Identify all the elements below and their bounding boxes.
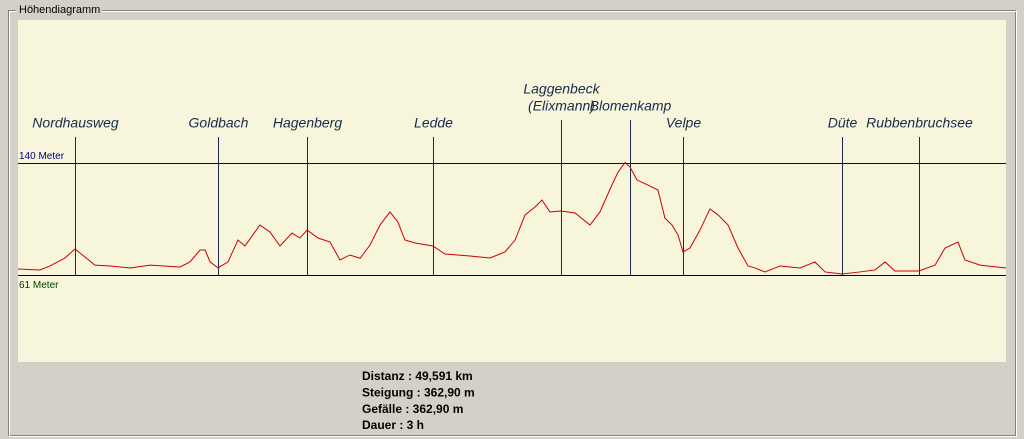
marker-label: Blomenkamp — [590, 98, 672, 114]
marker-label: Ledde — [414, 115, 453, 131]
marker-label: Velpe — [666, 115, 702, 131]
marker-label: Laggenbeck — [523, 81, 600, 97]
marker-label: Rubbenbruchsee — [866, 115, 973, 131]
marker-label: Nordhausweg — [32, 115, 119, 131]
reference-label: 140 Meter — [19, 151, 65, 162]
elevation-line — [17, 161, 1007, 275]
summary-line: Steigung : 362,90 m — [362, 385, 475, 399]
summary-line: Dauer : 3 h — [362, 418, 424, 432]
marker-label: Düte — [828, 115, 858, 131]
summary-line: Gefälle : 362,90 m — [362, 402, 463, 416]
group-box-shadow — [9, 11, 1017, 437]
summary-line: Distanz : 49,591 km — [362, 369, 473, 383]
marker-label: (Elixmann) — [528, 98, 595, 114]
plot-area — [18, 20, 1006, 362]
marker-label: Goldbach — [189, 115, 249, 131]
reference-label: 61 Meter — [19, 280, 59, 291]
title-background — [16, 3, 102, 17]
group-title: Höhendiagramm — [19, 4, 100, 16]
group-box — [8, 10, 1016, 436]
marker-label: Hagenberg — [273, 115, 342, 131]
